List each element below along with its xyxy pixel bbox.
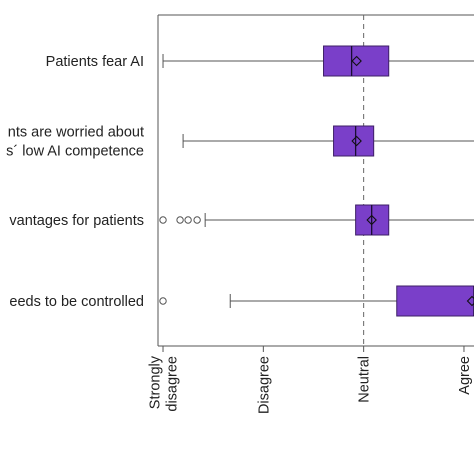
x-tick-label: disagree	[165, 356, 181, 412]
x-tick-label: Strongly	[148, 355, 164, 409]
x-tick-label: Agree	[457, 356, 473, 395]
category-label: vantages for patients	[9, 213, 144, 229]
outlier-point	[159, 297, 167, 305]
x-tick-label: Neutral	[357, 356, 373, 403]
x-tick-label: Disagree	[256, 356, 272, 414]
iqr-box	[323, 45, 390, 77]
mean-marker	[466, 295, 474, 307]
mean-marker	[366, 214, 377, 226]
plot-area: Strongly disagree Disagree Neutral Agree Pati…	[6, 14, 474, 414]
category-label: Patients fear AI	[46, 54, 144, 70]
category-label: nts are worried about	[8, 125, 144, 141]
mean-marker	[351, 135, 362, 147]
iqr-box	[396, 285, 474, 317]
mean-marker	[351, 55, 362, 67]
outlier-point	[159, 216, 167, 224]
category-label: s´ low AI competence	[6, 144, 144, 160]
outlier-point	[176, 216, 184, 224]
outlier-point	[184, 216, 192, 224]
category-label: eeds to be controlled	[9, 294, 144, 310]
outlier-point	[193, 216, 201, 224]
iqr-box	[333, 125, 375, 157]
